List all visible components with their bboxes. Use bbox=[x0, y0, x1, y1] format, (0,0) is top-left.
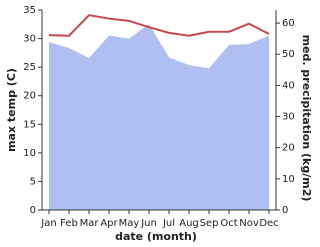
y2-tick-label: 10 bbox=[282, 174, 295, 185]
y-tick-label: 0 bbox=[30, 205, 36, 216]
x-tick-label: Oct bbox=[220, 218, 237, 229]
temp-line bbox=[48, 14, 270, 37]
y-tick-label: 5 bbox=[30, 176, 36, 187]
precip-area bbox=[49, 24, 269, 210]
y-tick-label: 15 bbox=[23, 119, 36, 130]
y2-tick-label: 20 bbox=[282, 143, 295, 154]
y-tick-label: 10 bbox=[23, 148, 36, 159]
y2-tick-label: 50 bbox=[282, 49, 295, 60]
x-tick-label: Aug bbox=[179, 218, 199, 229]
x-tick-label: Nov bbox=[239, 218, 259, 229]
y-tick-label: 20 bbox=[23, 91, 36, 102]
y-tick-label: 30 bbox=[23, 34, 36, 45]
x-tick-label: Jan bbox=[40, 218, 56, 229]
x-tick-label: Sep bbox=[200, 218, 219, 229]
y2-tick-label: 0 bbox=[282, 205, 288, 216]
x-axis-label: date (month) bbox=[115, 230, 197, 243]
y2-tick-label: 30 bbox=[282, 112, 295, 123]
x-tick-label: Feb bbox=[60, 218, 78, 229]
x-tick-label: Jul bbox=[162, 218, 175, 229]
x-tick-label: May bbox=[119, 218, 140, 229]
y-tick-label: 35 bbox=[23, 5, 36, 16]
y2-tick-label: 40 bbox=[282, 80, 295, 91]
x-tick-label: Mar bbox=[80, 218, 100, 229]
y-axis-label: max temp (C) bbox=[5, 68, 18, 152]
x-tick-label: Apr bbox=[100, 218, 118, 229]
x-tick-label: Jun bbox=[140, 218, 157, 229]
x-tick-label: Dec bbox=[259, 218, 278, 229]
y2-tick-label: 60 bbox=[282, 18, 295, 29]
y-tick-label: 25 bbox=[23, 62, 36, 73]
y2-axis-label: med. precipitation (kg/m2) bbox=[300, 35, 313, 202]
